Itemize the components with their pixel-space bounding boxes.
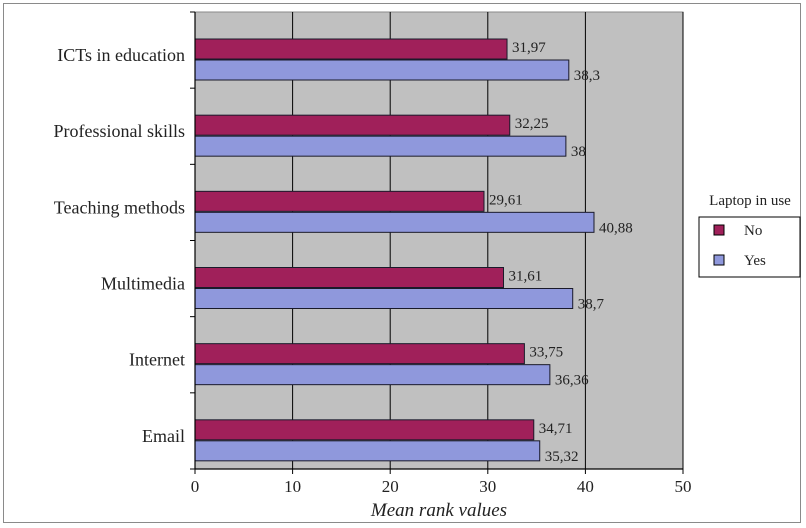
category-label-5: Email xyxy=(142,426,185,446)
bar-yes-3 xyxy=(194,288,574,309)
category-label-0: ICTs in education xyxy=(57,45,185,65)
data-label-no-0: 31,97 xyxy=(512,40,546,56)
bar-no-3 xyxy=(194,267,505,288)
data-label-no-5: 34,71 xyxy=(539,421,573,437)
legend-title: Laptop in use xyxy=(709,193,791,209)
x-axis-title: Mean rank values xyxy=(370,500,507,521)
gridlines xyxy=(292,12,684,469)
bar-yes-5 xyxy=(194,440,541,462)
legend: Laptop in use No Yes xyxy=(698,193,801,278)
axes xyxy=(190,11,684,474)
legend-label-yes: Yes xyxy=(744,253,766,269)
legend-swatch-no xyxy=(713,224,725,236)
x-tick-label-40: 40 xyxy=(577,477,594,496)
bar-yes-1 xyxy=(194,135,567,157)
x-tick-label-20: 20 xyxy=(382,477,399,496)
data-label-no-2: 29,61 xyxy=(489,192,523,208)
bar-no-5 xyxy=(194,419,535,441)
data-label-yes-5: 35,32 xyxy=(545,449,579,465)
bar-no-4 xyxy=(194,343,525,365)
x-tick-label-30: 30 xyxy=(479,477,496,496)
data-label-no-4: 33,75 xyxy=(529,345,563,361)
plot-area xyxy=(194,11,684,470)
category-label-2: Teaching methods xyxy=(54,197,185,217)
legend-label-no: No xyxy=(744,223,762,239)
legend-swatch-yes xyxy=(713,254,725,266)
data-label-yes-4: 36,36 xyxy=(555,373,589,389)
category-label-3: Multimedia xyxy=(101,274,185,294)
data-label-no-3: 31,61 xyxy=(509,269,543,285)
data-label-yes-2: 40,88 xyxy=(599,220,633,236)
x-tick-label-50: 50 xyxy=(675,477,692,496)
data-label-yes-1: 38 xyxy=(571,144,586,160)
x-tick-label-10: 10 xyxy=(284,477,301,496)
data-label-no-1: 32,25 xyxy=(515,116,549,132)
bars xyxy=(194,38,595,462)
labels: 0 10 20 30 40 50 31,97 38,3 ICTs in education 32,… xyxy=(53,40,691,496)
x-tick-label-0: 0 xyxy=(191,477,200,496)
bar-no-1 xyxy=(194,114,511,136)
bar-no-2 xyxy=(194,190,485,212)
bar-yes-0 xyxy=(194,59,570,81)
bar-yes-4 xyxy=(194,364,551,386)
bar-yes-2 xyxy=(194,211,595,233)
data-label-yes-0: 38,3 xyxy=(574,68,600,84)
category-label-1: Professional skills xyxy=(53,121,185,141)
bar-no-0 xyxy=(194,38,508,60)
category-label-4: Internet xyxy=(129,350,185,370)
data-label-yes-3: 38,7 xyxy=(578,297,605,313)
